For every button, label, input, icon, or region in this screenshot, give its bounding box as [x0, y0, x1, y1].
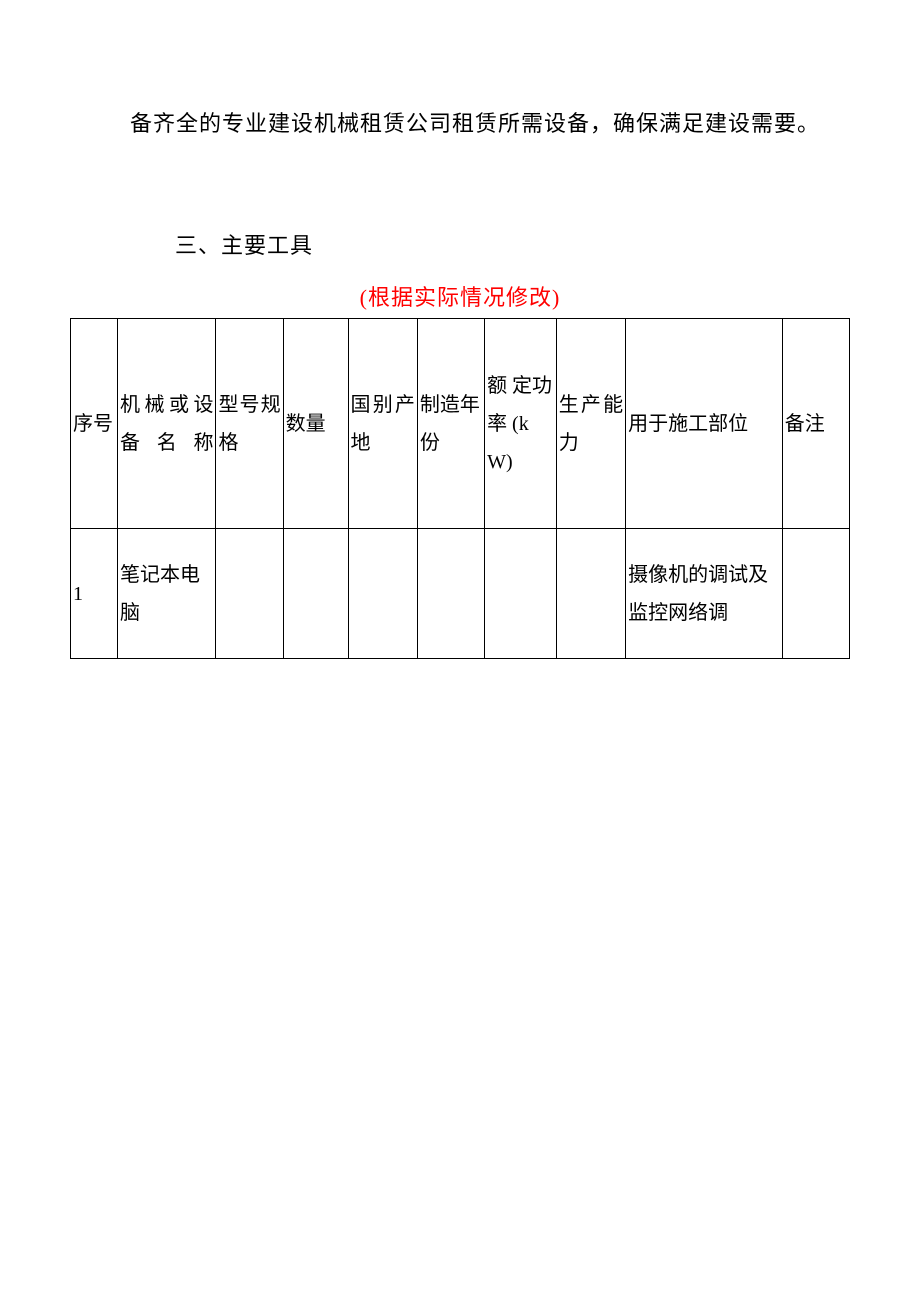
table-row: 1 笔记本电脑 摄像机的调试及监控网络调 — [71, 529, 850, 659]
col-use: 用于施工部位 — [626, 319, 783, 529]
cell-origin — [348, 529, 417, 659]
col-origin: 国别产地 — [348, 319, 417, 529]
table-header-row: 序号 机械或设备名称 型号规格 数量 国别产地 制造年份 额 定功率 (kW) … — [71, 319, 850, 529]
col-power: 额 定功率 (kW) — [485, 319, 557, 529]
col-model: 型号规格 — [216, 319, 283, 529]
col-remark: 备注 — [782, 319, 849, 529]
section-heading: 三、主要工具 — [175, 228, 850, 260]
cell-use: 摄像机的调试及监控网络调 — [626, 529, 783, 659]
col-seq: 序号 — [71, 319, 118, 529]
col-year: 制造年份 — [417, 319, 484, 529]
cell-remark — [782, 529, 849, 659]
cell-seq: 1 — [71, 529, 118, 659]
cell-name: 笔记本电脑 — [118, 529, 216, 659]
col-capacity: 生产能力 — [556, 319, 625, 529]
cell-capacity — [556, 529, 625, 659]
tools-table-wrapper: 序号 机械或设备名称 型号规格 数量 国别产地 制造年份 额 定功率 (kW) … — [70, 318, 850, 659]
intro-paragraph: 备齐全的专业建设机械租赁公司租赁所需设备，确保满足建设需要。 — [130, 100, 840, 148]
cell-year — [417, 529, 484, 659]
modify-note: (根据实际情况修改) — [70, 280, 850, 312]
cell-qty — [283, 529, 348, 659]
cell-model — [216, 529, 283, 659]
col-qty: 数量 — [283, 319, 348, 529]
col-name: 机械或设备名称 — [118, 319, 216, 529]
tools-table: 序号 机械或设备名称 型号规格 数量 国别产地 制造年份 额 定功率 (kW) … — [70, 318, 850, 659]
cell-power — [485, 529, 557, 659]
